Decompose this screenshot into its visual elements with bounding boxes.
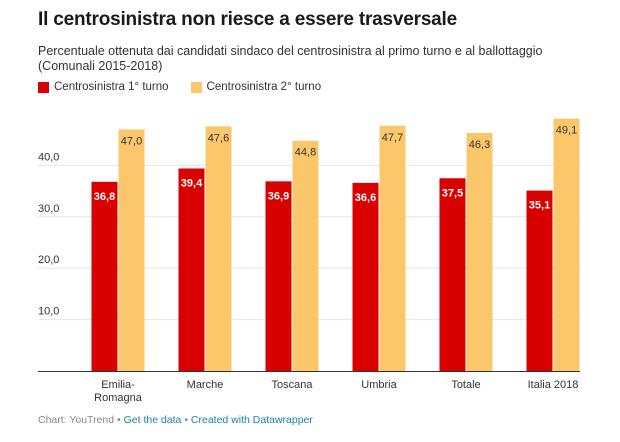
data-label-second-round: 47,6 (208, 132, 229, 144)
bar-first-round (526, 190, 553, 371)
data-label-second-round: 46,3 (469, 139, 490, 151)
data-label-first-round: 36,8 (94, 191, 115, 203)
legend-label-second-round: Centrosinistra 2° turno (206, 81, 322, 93)
legend-swatch-first-round (38, 81, 49, 93)
y-tick-label: 20,0 (38, 254, 59, 266)
y-tick-label: 40,0 (38, 151, 59, 163)
chart-subtitle: Percentuale ottenuta dai candidati sinda… (38, 44, 598, 74)
subtitle-line-1: Percentuale ottenuta dai candidati sinda… (38, 44, 543, 58)
bar-second-round (292, 140, 319, 371)
bar-second-round (379, 125, 406, 372)
x-tick-label: Marche (187, 379, 224, 391)
x-tick-label: Italia 2018 (528, 379, 579, 391)
legend-swatch-second-round (190, 81, 202, 93)
data-label-first-round: 36,6 (355, 192, 376, 204)
footer-separator-1: • (114, 414, 124, 426)
data-label-first-round: 35,1 (529, 200, 550, 212)
footer-separator-2: • (181, 414, 191, 426)
bar-first-round (352, 182, 379, 371)
legend-label-first-round: Centrosinistra 1° turno (54, 81, 169, 93)
legend-item-first-round: Centrosinistra 1° turno (38, 81, 169, 93)
bar-second-round (466, 133, 493, 371)
legend-item-second-round: Centrosinistra 2° turno (190, 81, 322, 93)
data-label-second-round: 47,0 (121, 135, 142, 147)
footer-source: Chart: YouTrend (38, 414, 115, 426)
y-tick-label: 30,0 (38, 203, 59, 215)
bar-second-round (553, 118, 580, 371)
x-tick-label: Toscana (272, 379, 314, 391)
bar-first-round (91, 181, 118, 371)
chart-title: Il centrosinistra non riesce a essere tr… (38, 9, 457, 30)
data-label-first-round: 36,9 (268, 190, 289, 202)
data-label-first-round: 37,5 (442, 187, 463, 199)
bar-first-round (439, 178, 466, 371)
bar-second-round (205, 126, 232, 371)
bar-first-round (265, 181, 292, 371)
bar-first-round (178, 168, 205, 371)
data-label-second-round: 44,8 (295, 147, 316, 159)
bar-second-round (118, 129, 145, 371)
chart-footer: Chart: YouTrend • Get the data • Created… (38, 414, 313, 426)
data-label-first-round: 39,4 (181, 177, 203, 189)
data-label-second-round: 49,1 (556, 125, 577, 137)
data-label-second-round: 47,7 (382, 132, 403, 144)
x-tick-label: Romagna (94, 392, 143, 404)
x-tick-label: Totale (451, 379, 480, 391)
subtitle-line-2: (Comunali 2015-2018) (38, 59, 163, 73)
y-tick-label: 10,0 (38, 306, 59, 318)
x-tick-label: Umbria (361, 379, 397, 391)
x-tick-label: Emilia- (101, 379, 135, 391)
chart-legend: Centrosinistra 1° turno Centrosinistra 2… (38, 81, 343, 93)
datawrapper-link[interactable]: Created with Datawrapper (190, 414, 313, 426)
get-the-data-link[interactable]: Get the data (123, 414, 182, 426)
